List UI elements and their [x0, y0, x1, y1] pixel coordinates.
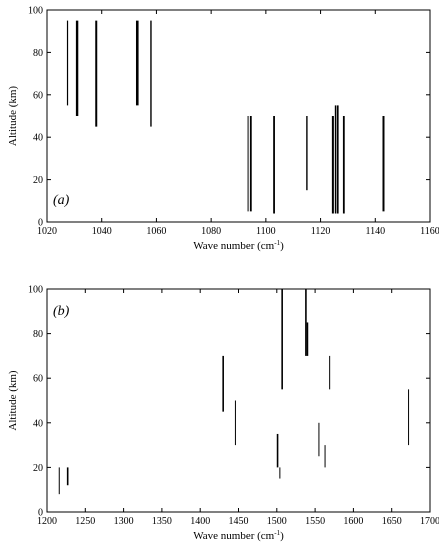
x-tick-label: 1100 [256, 226, 276, 237]
x-tick-label: 1600 [343, 516, 363, 527]
y-tick-label: 80 [33, 329, 43, 340]
y-tick-label: 40 [33, 133, 43, 144]
y-tick-label: 40 [33, 418, 43, 429]
panel-b-segments [58, 289, 410, 495]
x-tick-label: 1060 [146, 226, 166, 237]
x-tick-label: 1080 [201, 226, 221, 237]
x-tick-label: 1450 [229, 516, 249, 527]
panel-a-y-axis-label: Altitude (km) [7, 86, 19, 147]
y-tick-label: 100 [28, 6, 43, 17]
x-tick-label: 1020 [37, 226, 57, 237]
panel-b-label: (b) [53, 304, 70, 319]
panel-b-x-axis-label: Wave number (cm-1) [193, 529, 284, 542]
x-tick-label: 1500 [267, 516, 287, 527]
y-tick-label: 60 [33, 90, 43, 101]
panel-b: 1200 1250 1300 1350 1400 1450 1500 1550 1600 1650… [7, 285, 439, 543]
panel-a-plot-frame [46, 9, 431, 223]
y-tick-label: 60 [33, 374, 43, 385]
panel-a-x-axis-label: Wave number (cm-1) [193, 239, 284, 252]
panel-a-ticks: 1020 1040 1060 1080 1100 1120 1140 1160 0 20 40 60 8… [28, 6, 439, 238]
x-tick-label: 1250 [75, 516, 95, 527]
x-tick-label: 1040 [92, 226, 112, 237]
x-tick-label: 1120 [311, 226, 331, 237]
x-tick-label: 1200 [37, 516, 57, 527]
panel-b-y-axis-label: Altitude (km) [7, 370, 19, 431]
x-tick-label: 1550 [305, 516, 325, 527]
y-tick-label: 100 [28, 285, 43, 296]
x-tick-label: 1140 [365, 226, 385, 237]
y-tick-label: 20 [33, 463, 43, 474]
x-tick-label: 1300 [114, 516, 134, 527]
panel-a: 1020 1040 1060 1080 1100 1120 1140 1160 0 20 40 60 8… [7, 6, 439, 253]
panel-b-ticks: 1200 1250 1300 1350 1400 1450 1500 1550 1600 1650… [28, 285, 439, 528]
y-tick-label: 0 [38, 218, 43, 229]
y-tick-label: 20 [33, 175, 43, 186]
panel-a-segments [66, 20, 385, 214]
y-tick-label: 80 [33, 48, 43, 59]
x-tick-label: 1160 [420, 226, 439, 237]
y-tick-label: 0 [38, 508, 43, 519]
panel-a-label: (a) [53, 193, 70, 208]
x-tick-label: 1700 [420, 516, 439, 527]
panel-b-plot-frame [46, 288, 431, 513]
x-tick-label: 1650 [382, 516, 402, 527]
x-tick-label: 1350 [152, 516, 172, 527]
x-tick-label: 1400 [190, 516, 210, 527]
